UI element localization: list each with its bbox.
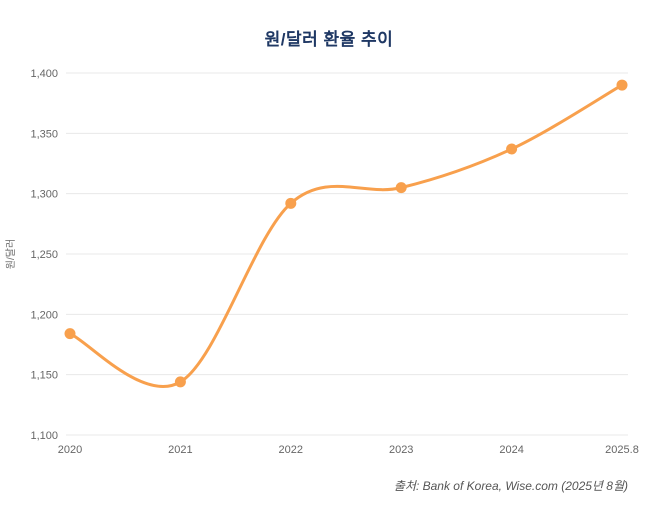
series-line (68, 83, 624, 388)
x-tick-label: 2020 (58, 444, 82, 456)
source-caption: 출처: Bank of Korea, Wise.com (2025년 8월) (393, 479, 628, 493)
x-tick-label: 2022 (279, 444, 303, 456)
x-tick-label: 2024 (499, 444, 523, 456)
y-tick-label: 1,250 (30, 249, 58, 261)
data-point-marker (174, 376, 186, 388)
x-tick-label: 2023 (389, 444, 413, 456)
y-tick-label: 1,350 (30, 128, 58, 140)
data-point-marker (506, 143, 518, 155)
data-point-marker (616, 79, 628, 91)
chart-title: 원/달러 환율 추이 (264, 30, 394, 49)
y-tick-label: 1,400 (30, 68, 58, 80)
data-point-marker (395, 182, 407, 194)
y-tick-label: 1,100 (30, 430, 58, 442)
data-point-marker (64, 328, 76, 340)
y-axis-title: 원/달러 (5, 239, 17, 269)
y-tick-label: 1,300 (30, 189, 58, 201)
data-point-marker (285, 197, 297, 209)
x-tick-label: 2025.8 (605, 444, 639, 456)
y-tick-label: 1,200 (30, 309, 58, 321)
x-tick-label: 2021 (168, 444, 192, 456)
y-tick-label: 1,150 (30, 370, 58, 382)
